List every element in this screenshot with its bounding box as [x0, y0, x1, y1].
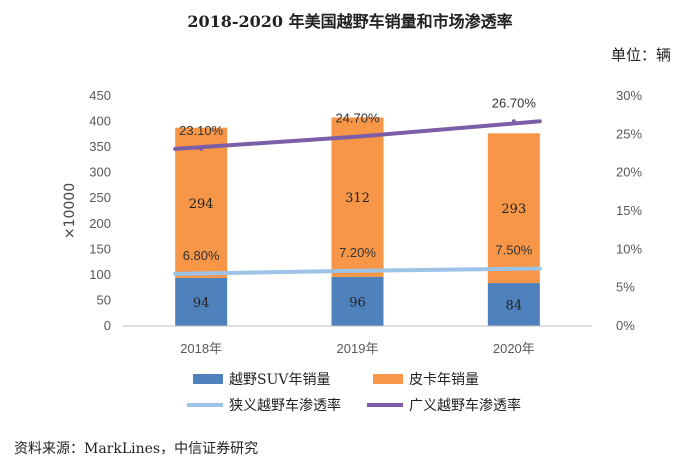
unit-label: 单位：辆 — [611, 46, 672, 64]
y2-tick-label: 20% — [616, 165, 642, 180]
legend-label-0: 越野SUV年销量 — [229, 372, 331, 388]
y-tick-label: 400 — [89, 114, 111, 129]
y-tick-label: 200 — [89, 216, 111, 231]
lines — [173, 119, 542, 276]
y-tick-label: 450 — [89, 88, 111, 103]
y2-tick-label: 25% — [616, 126, 642, 141]
legend-label-2: 狭义越野车渗透率 — [229, 397, 341, 414]
point-broad — [355, 134, 360, 139]
bar-pickup-2018年 — [175, 127, 228, 278]
y-tick-label: 50 — [97, 292, 111, 307]
data-labels: 94 294 96 312 84 293 6.80% 7.20% 7.50% 23.10% 24.7… — [179, 95, 536, 313]
bar-pickup-2019年 — [331, 117, 384, 277]
point-broad — [199, 146, 204, 151]
point-narrow — [199, 271, 204, 276]
point-label-broad: 26.70% — [492, 95, 537, 110]
point-label-narrow: 7.20% — [339, 245, 376, 260]
legend-swatch-1 — [373, 374, 403, 384]
y2-tick-label: 30% — [616, 88, 642, 103]
y-tick-label: 150 — [89, 241, 111, 256]
bar-label-pickup: 312 — [345, 191, 370, 206]
bar-label-suv: 96 — [349, 295, 366, 310]
y-tick-label: 350 — [89, 139, 111, 154]
y2-tick-label: 0% — [616, 318, 635, 333]
bar-suv-2020年 — [487, 283, 540, 326]
y-tick-label: 100 — [89, 267, 111, 282]
point-narrow — [355, 268, 360, 273]
y-tick-label: 0 — [104, 318, 111, 333]
legend-label-1: 皮卡年销量 — [409, 372, 479, 388]
bar-suv-2019年 — [331, 276, 384, 326]
x-tick-label: 2018年 — [180, 341, 222, 356]
bar-label-suv: 94 — [193, 296, 210, 311]
bar-suv-2018年 — [175, 277, 228, 326]
point-narrow — [511, 266, 516, 271]
source-note: 资料来源：MarkLines，中信证券研究 — [14, 441, 259, 457]
bar-label-pickup: 294 — [189, 197, 214, 212]
axes: 0 50 100 150 200 250 300 350 400 450 0% 5% 10% 15% 20%… — [62, 88, 642, 356]
point-label-broad: 24.70% — [335, 111, 380, 126]
legend-swatch-0 — [193, 374, 223, 384]
y2-tick-label: 5% — [616, 280, 635, 295]
point-label-narrow: 6.80% — [183, 248, 220, 263]
bar-label-suv: 84 — [506, 299, 523, 314]
bar-label-pickup: 293 — [501, 202, 526, 217]
y2-tick-label: 10% — [616, 241, 642, 256]
chart-title: 2018-2020 年美国越野车销量和市场渗透率 — [187, 12, 513, 31]
point-label-narrow: 7.50% — [495, 243, 532, 258]
point-broad — [511, 119, 516, 124]
bar-pickup-2020年 — [487, 133, 540, 284]
legend-label-3: 广义越野车渗透率 — [409, 397, 521, 414]
y-tick-label: 250 — [89, 190, 111, 205]
x-tick-label: 2020年 — [493, 341, 535, 356]
bars — [175, 117, 540, 326]
point-label-broad: 23.10% — [179, 123, 224, 138]
y-axis-label: ×10000 — [62, 183, 78, 239]
y-tick-label: 300 — [89, 165, 111, 180]
y2-tick-label: 15% — [616, 203, 642, 218]
x-tick-label: 2019年 — [337, 341, 379, 356]
